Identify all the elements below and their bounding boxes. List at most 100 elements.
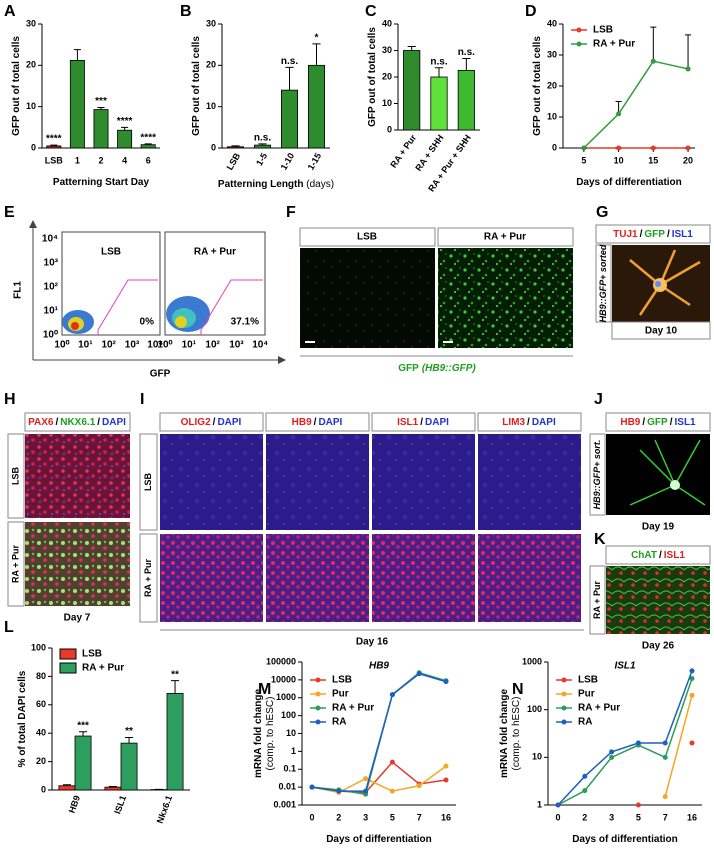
series-line — [557, 678, 693, 806]
side-label: RA + Pur — [143, 559, 153, 597]
y-tick-label: 100 — [527, 704, 542, 714]
x-tick-label: 10³ — [229, 340, 244, 351]
plot-title: RA + Pur — [194, 247, 236, 258]
y-tick-label: 20 — [26, 60, 36, 70]
y-tick-label: 0 — [387, 124, 392, 134]
gate-percent: 0% — [140, 317, 155, 328]
x-tick-label: 10¹ — [182, 340, 197, 351]
significance-label: ** — [171, 669, 179, 680]
legend-marker — [576, 41, 582, 47]
x-tick-label: 16 — [687, 812, 697, 822]
stain-name: TUJ1 — [613, 229, 638, 240]
x-tick-label: 10² — [205, 340, 220, 351]
y-tick-label: 40 — [382, 18, 392, 28]
x-axis-label-text: Days of differentiation — [576, 177, 682, 188]
x-axis-label-text: Patterning Length — [218, 179, 304, 190]
legend-marker — [315, 691, 321, 697]
x-tick-label: 5 — [390, 812, 395, 822]
label-box — [299, 227, 436, 247]
data-point — [689, 676, 695, 682]
label-box — [139, 433, 158, 531]
bar — [166, 693, 184, 791]
bar — [69, 59, 85, 149]
arrow-head — [278, 356, 286, 364]
y-tick-label: 30 — [206, 18, 216, 28]
y-tick-label: 40 — [547, 18, 557, 28]
series-line — [311, 672, 447, 792]
label-box — [7, 433, 25, 519]
data-point — [443, 763, 449, 769]
stain-name: HB9 — [292, 417, 312, 428]
legend-label: Pur — [578, 689, 595, 700]
x-tick-label: 10⁴ — [252, 340, 268, 351]
label-box — [437, 227, 574, 247]
chart-title: HB9 — [369, 661, 389, 672]
stain-name: OLIG2 — [181, 417, 211, 428]
stain-name: GFP — [647, 417, 668, 428]
y-tick-label: 0 — [31, 142, 36, 152]
micrograph-image — [300, 248, 435, 348]
error-bar — [108, 785, 117, 788]
y-axis-label-text: mRNA fold change — [499, 689, 510, 779]
image-header: RA + Pur — [484, 232, 526, 243]
label-box — [595, 224, 711, 244]
significance-label: ** — [125, 726, 133, 737]
bar — [280, 89, 298, 149]
y-axis-label-text: % of total DAPI cells — [17, 670, 28, 767]
x-tick-label: LSB — [225, 151, 243, 172]
y-axis-label-sub: (comp. to hESC) — [511, 697, 522, 771]
y-tick-label: 10² — [44, 282, 59, 293]
x-tick-label: 4 — [122, 155, 127, 165]
stain-name: ISL1 — [664, 550, 686, 561]
y-tick-label: 10³ — [44, 258, 59, 269]
bar — [46, 145, 62, 149]
x-tick-label: 1 — [75, 155, 80, 165]
separator: / — [527, 417, 530, 428]
y-tick-label: 0 — [41, 784, 46, 794]
x-tick-label: 0 — [309, 812, 314, 822]
data-point — [443, 679, 449, 685]
x-tick-label: 10² — [101, 340, 116, 351]
y-tick-label: 0.001 — [273, 799, 296, 809]
data-point — [662, 794, 668, 800]
y-tick-label: 10 — [206, 101, 216, 111]
x-tick-label: 10⁴ — [147, 340, 163, 351]
error-bar — [312, 43, 321, 66]
label-box — [477, 412, 582, 432]
stain-label: HB9/DAPI — [292, 417, 343, 428]
x-tick-label: 15 — [648, 155, 658, 165]
y-axis-label: mRNA fold change(comp. to hESC) — [499, 689, 522, 779]
bar — [226, 146, 244, 149]
legend-label: LSB — [82, 649, 102, 660]
error-bar — [125, 736, 134, 744]
side-label: RA + Pur — [10, 545, 20, 583]
y-tick-label: 0.1 — [283, 764, 296, 774]
legend-marker — [561, 691, 567, 697]
y-axis-label: % of total DAPI cells — [17, 670, 28, 767]
legend-label: RA + Pur — [332, 703, 374, 714]
y-axis-label: GFP out of total cells — [367, 27, 378, 127]
error-bar — [462, 57, 471, 71]
stain-name: ChAT — [631, 550, 657, 561]
data-point — [662, 740, 668, 746]
data-point — [389, 788, 395, 794]
label-box — [371, 412, 476, 432]
data-point — [685, 66, 691, 72]
y-tick-label: 100 — [31, 642, 46, 652]
error-bar — [121, 126, 129, 131]
stain-name: ISL1 — [675, 417, 697, 428]
data-point — [443, 777, 449, 783]
y-tick-label: 20 — [547, 80, 557, 90]
separator: / — [670, 417, 673, 428]
flow-plots — [29, 220, 286, 364]
label-box — [24, 412, 131, 432]
bar — [58, 785, 76, 791]
side-label: HB9::GFP+ sort. — [592, 440, 602, 510]
bar — [104, 786, 122, 791]
legend-label: LSB — [332, 675, 352, 686]
significance-label: **** — [46, 134, 62, 145]
stain-label: ChAT / ISL1 — [631, 550, 685, 561]
data-point — [609, 749, 615, 755]
data-point — [389, 759, 395, 765]
data-point — [582, 773, 588, 779]
